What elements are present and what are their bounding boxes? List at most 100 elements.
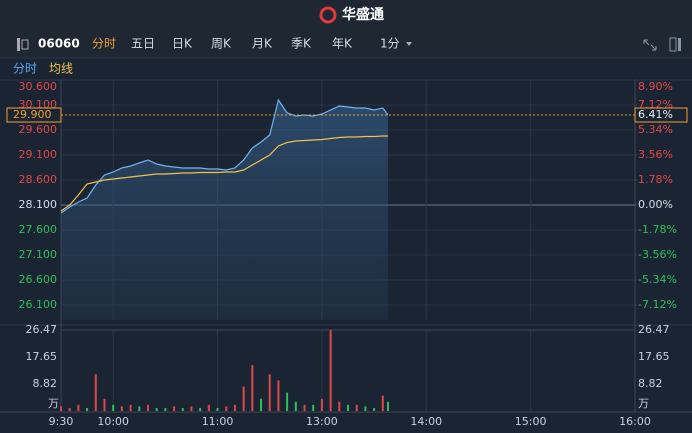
y2-tick-label: 5.34% <box>638 123 673 136</box>
volume-bar <box>381 395 384 411</box>
tab[interactable]: 日K <box>172 37 193 51</box>
volume-bar <box>77 404 80 411</box>
y-tick-label: 30.600 <box>19 80 58 93</box>
volume-bar <box>364 406 367 411</box>
vol-unit: 万 <box>48 397 59 410</box>
legend-price: 分时 <box>13 62 37 76</box>
y-tick-label: 27.100 <box>19 248 58 261</box>
volume-bar <box>268 374 271 411</box>
volume-bar <box>94 374 97 411</box>
volume-bar <box>68 407 71 411</box>
panel-icon[interactable] <box>669 37 677 52</box>
vol-tick-label-right: 8.82 <box>638 377 663 390</box>
expand-icon[interactable] <box>643 39 657 51</box>
vol-tick-label-right: 17.65 <box>638 350 670 363</box>
volume-bar <box>233 404 236 411</box>
x-tick-label: 13:00 <box>306 415 338 428</box>
volume-bar <box>120 406 123 411</box>
volume-bar <box>320 398 323 411</box>
volume-bar <box>190 406 193 411</box>
top-bar <box>0 0 692 30</box>
price-line <box>60 98 389 214</box>
toggle-icon[interactable] <box>17 38 20 51</box>
y-tick-label: 28.100 <box>19 198 58 211</box>
tab[interactable]: 年K <box>332 37 353 51</box>
volume-bar <box>129 404 132 411</box>
y2-tick-label: 3.56% <box>638 148 673 161</box>
toolbar <box>0 30 692 58</box>
volume-bar <box>181 407 184 411</box>
toggle-icon-box <box>21 39 29 50</box>
y-tick-label: 29.600 <box>19 123 58 136</box>
y2-tick-label: -1.78% <box>638 223 677 236</box>
x-tick-label: 11:00 <box>202 415 234 428</box>
tab[interactable]: 分时 <box>92 37 116 51</box>
vol-tick-label: 17.65 <box>26 350 58 363</box>
y2-tick-label: 0.00% <box>638 198 673 211</box>
volume-bar <box>294 401 297 411</box>
volume-bar <box>277 380 280 411</box>
volume-bar <box>146 404 149 411</box>
volume-bar <box>138 406 141 411</box>
y-tick-label: 26.600 <box>19 273 58 286</box>
y-tick-label: 28.600 <box>19 173 58 186</box>
x-tick-label: 14:00 <box>410 415 442 428</box>
x-tick-label: 10:00 <box>97 415 129 428</box>
x-tick-label: 15:00 <box>515 415 547 428</box>
y2-tick-label: -7.12% <box>638 298 677 311</box>
y2-tick-label: -3.56% <box>638 248 677 261</box>
x-tick-label: 9:30 <box>49 415 74 428</box>
tab[interactable]: 季K <box>291 37 312 51</box>
vol-tick-label-right: 26.47 <box>638 323 670 336</box>
volume-bar <box>225 406 228 411</box>
vol-unit-right: 万 <box>638 397 649 410</box>
volume-bar <box>338 401 341 411</box>
volume-bar <box>329 330 332 411</box>
volume-bar <box>207 404 210 411</box>
last-price-box <box>6 107 62 123</box>
volume-bar <box>199 407 202 411</box>
last-change-label: 6.41% <box>638 108 673 121</box>
tab[interactable]: 周K <box>211 37 232 51</box>
price-area <box>61 100 389 320</box>
tab[interactable]: 月K <box>252 37 273 51</box>
volume-bar <box>173 406 176 411</box>
volume-bar <box>303 404 306 411</box>
average-line <box>60 135 389 212</box>
panel-icon-bar <box>678 38 681 51</box>
volume-bar <box>347 404 349 411</box>
volume-bar <box>155 407 158 411</box>
logo-icon <box>319 6 337 24</box>
volume-bar <box>242 386 245 411</box>
volume-bar <box>86 407 89 411</box>
vol-tick-label: 8.82 <box>33 377 58 390</box>
x-tick-label: 16:00 <box>619 415 651 428</box>
logo-text: 华盛通 <box>342 6 384 23</box>
volume-bar <box>112 404 115 411</box>
y-tick-label: 29.100 <box>19 148 58 161</box>
tab[interactable]: 五日 <box>131 37 155 51</box>
volume-bar <box>251 365 254 411</box>
last-price-label: 29.900 <box>13 108 52 121</box>
volume-bar <box>355 404 358 411</box>
volume-bar <box>164 407 167 411</box>
y2-tick-label: 1.78% <box>638 173 673 186</box>
volume-bar <box>260 398 263 411</box>
y-tick-label: 26.100 <box>19 298 58 311</box>
y2-tick-label: -5.34% <box>638 273 677 286</box>
stock-code: 06060 <box>38 37 80 51</box>
volume-bar <box>387 401 390 411</box>
volume-bar <box>286 392 289 411</box>
legend-average: 均线 <box>49 62 73 76</box>
interval-select[interactable]: 1分 <box>380 37 400 51</box>
volume-bar <box>60 406 62 411</box>
y-tick-label: 27.600 <box>19 223 58 236</box>
dropdown-arrow <box>406 42 412 46</box>
volume-bar <box>373 407 376 411</box>
volume-bar <box>103 398 106 411</box>
y2-tick-label: 8.90% <box>638 80 673 93</box>
volume-bar <box>312 404 315 411</box>
vol-tick-label: 26.47 <box>26 323 58 336</box>
last-change-box <box>634 107 688 123</box>
